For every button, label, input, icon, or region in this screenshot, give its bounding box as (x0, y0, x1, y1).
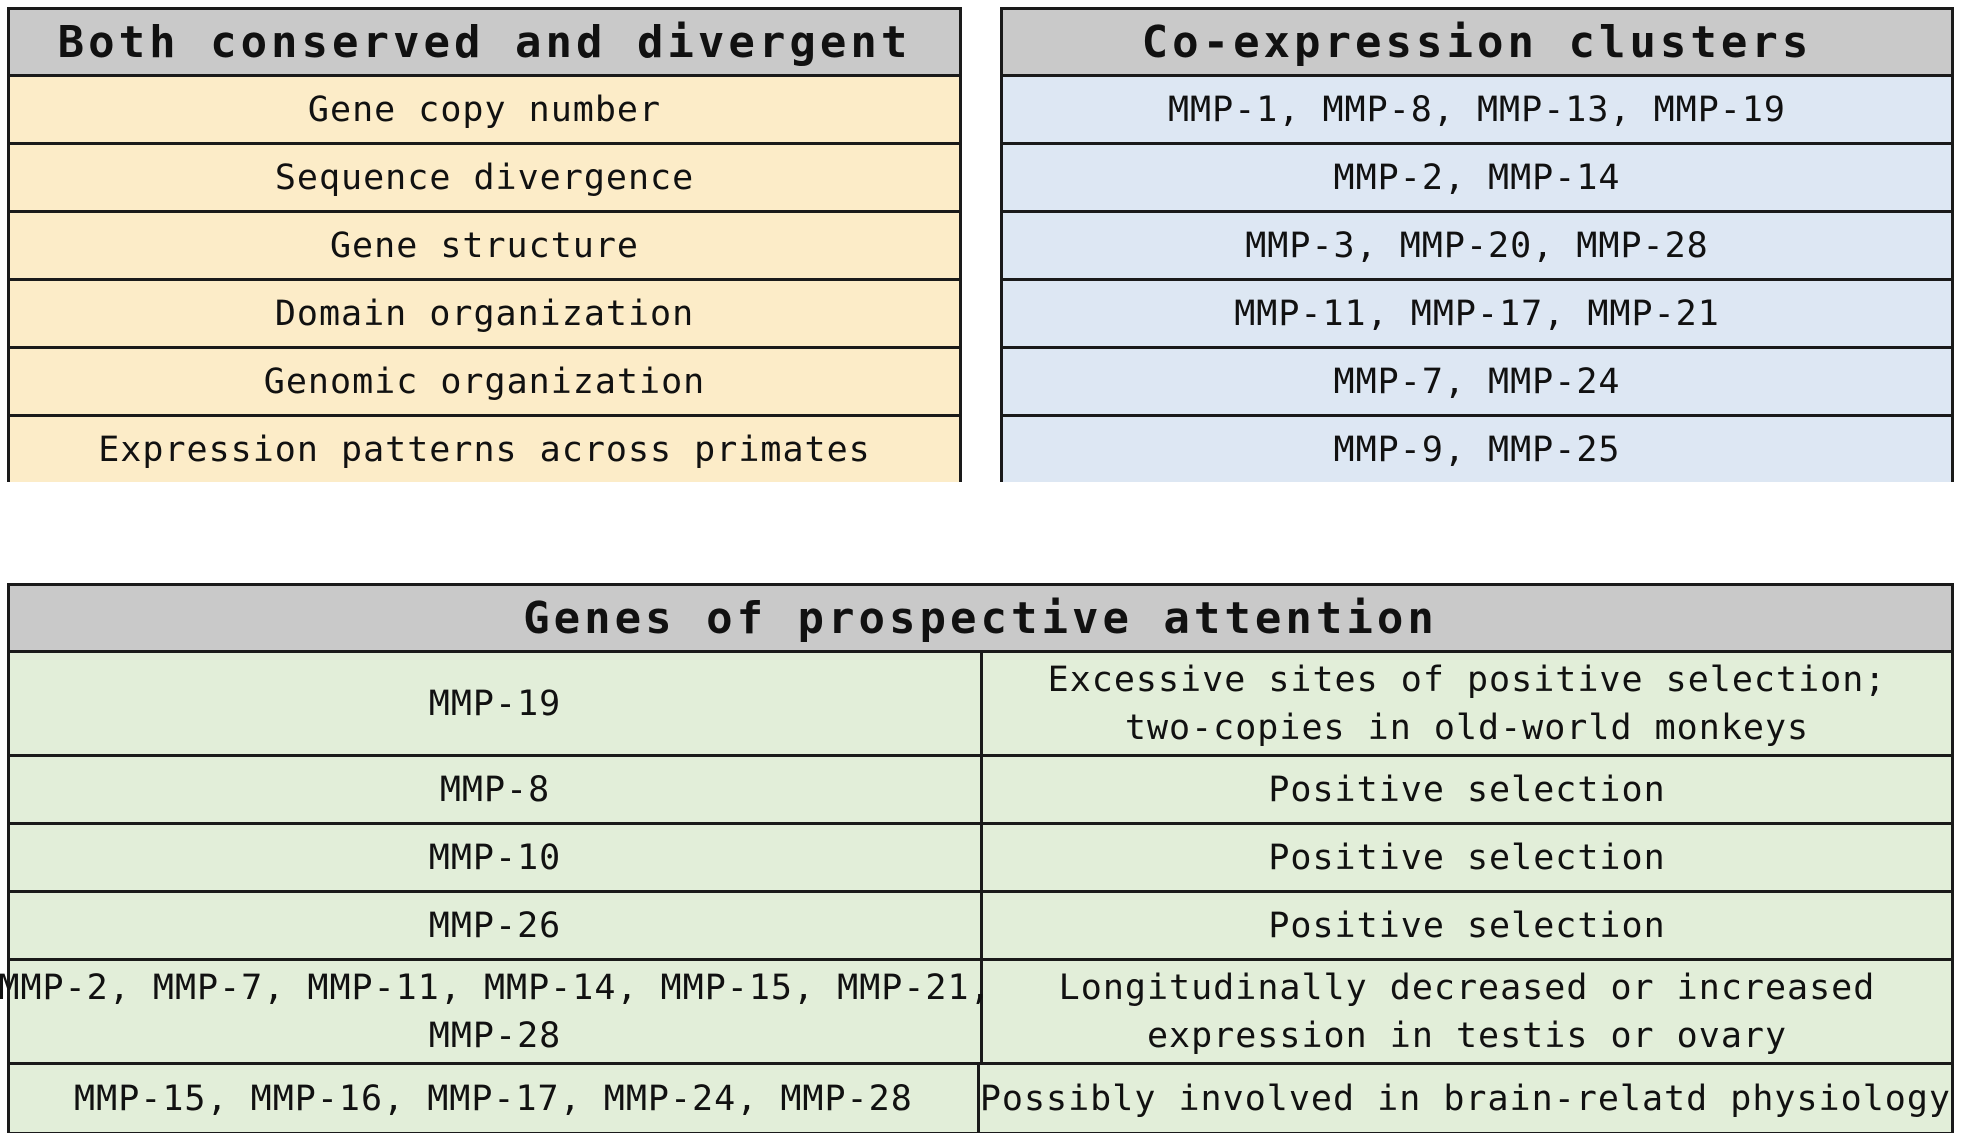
note-text: Positive selection (1268, 837, 1666, 878)
gene-cell: MMP-2, MMP-7, MMP-11, MMP-14, MMP-15, MM… (0, 961, 991, 1062)
conserved-divergent-row: Domain organization (10, 281, 959, 349)
note-text: Positive selection (1268, 769, 1666, 810)
prospective-genes-header: Genes of prospective attention (10, 586, 1951, 653)
prospective-gene-row: MMP-2, MMP-7, MMP-11, MMP-14, MMP-15, MM… (0, 961, 1951, 1065)
gene-text: MMP-15, MMP-16, MMP-17, MMP-24, MMP-28 (74, 1078, 913, 1119)
note-cell: Positive selection (983, 825, 1951, 890)
note-text: two-copies in old-world monkeys (1124, 707, 1810, 748)
note-cell: Positive selection (983, 757, 1951, 822)
note-text: expression in testis or ovary (1146, 1015, 1788, 1056)
gene-text: MMP-8 (439, 769, 551, 810)
conserved-divergent-row: Genomic organization (10, 349, 959, 417)
coexpression-clusters-table: Co-expression clusters MMP-1, MMP-8, MMP… (1000, 7, 1954, 482)
gene-cell: MMP-10 (10, 825, 983, 890)
note-cell: Longitudinally decreased or increased ex… (983, 961, 1951, 1062)
gene-text: MMP-26 (428, 905, 562, 946)
conserved-divergent-header: Both conserved and divergent (10, 10, 959, 77)
conserved-divergent-row: Expression patterns across primates (10, 417, 959, 482)
note-text: Excessive sites of positive selection; (1047, 659, 1887, 700)
conserved-divergent-row: Gene structure (10, 213, 959, 281)
note-cell: Possibly involved in brain-relatd physio… (980, 1065, 1951, 1132)
coexpression-cluster-row: MMP-3, MMP-20, MMP-28 (1003, 213, 1951, 281)
prospective-gene-row: MMP-8 Positive selection (10, 757, 1951, 825)
conserved-divergent-row: Sequence divergence (10, 145, 959, 213)
coexpression-cluster-row: MMP-11, MMP-17, MMP-21 (1003, 281, 1951, 349)
gene-text: MMP-10 (428, 837, 562, 878)
conserved-divergent-row: Gene copy number (10, 77, 959, 145)
prospective-gene-row: MMP-26 Positive selection (10, 893, 1951, 961)
gene-cell: MMP-15, MMP-16, MMP-17, MMP-24, MMP-28 (10, 1065, 980, 1132)
gene-text: MMP-19 (428, 683, 562, 724)
gene-cell: MMP-19 (10, 653, 983, 754)
gene-text: MMP-2, MMP-7, MMP-11, MMP-14, MMP-15, MM… (0, 967, 992, 1008)
coexpression-cluster-row: MMP-2, MMP-14 (1003, 145, 1951, 213)
coexpression-cluster-row: MMP-1, MMP-8, MMP-13, MMP-19 (1003, 77, 1951, 145)
note-cell: Positive selection (983, 893, 1951, 958)
conserved-divergent-table: Both conserved and divergent Gene copy n… (7, 7, 962, 482)
prospective-genes-table: Genes of prospective attention MMP-19 Ex… (0, 583, 1954, 1133)
gene-cell: MMP-26 (10, 893, 983, 958)
prospective-gene-row: MMP-15, MMP-16, MMP-17, MMP-24, MMP-28 P… (10, 1065, 1951, 1132)
note-text: Positive selection (1268, 905, 1666, 946)
coexpression-cluster-row: MMP-7, MMP-24 (1003, 349, 1951, 417)
prospective-gene-row: MMP-10 Positive selection (10, 825, 1951, 893)
coexpression-cluster-row: MMP-9, MMP-25 (1003, 417, 1951, 482)
coexpression-clusters-header: Co-expression clusters (1003, 10, 1951, 77)
note-text: Longitudinally decreased or increased (1058, 967, 1876, 1008)
gene-cell: MMP-8 (10, 757, 983, 822)
note-text: Possibly involved in brain-relatd physio… (979, 1078, 1951, 1119)
note-cell: Excessive sites of positive selection; t… (983, 653, 1951, 754)
gene-text: MMP-28 (428, 1015, 562, 1056)
prospective-gene-row: MMP-19 Excessive sites of positive selec… (10, 653, 1951, 757)
